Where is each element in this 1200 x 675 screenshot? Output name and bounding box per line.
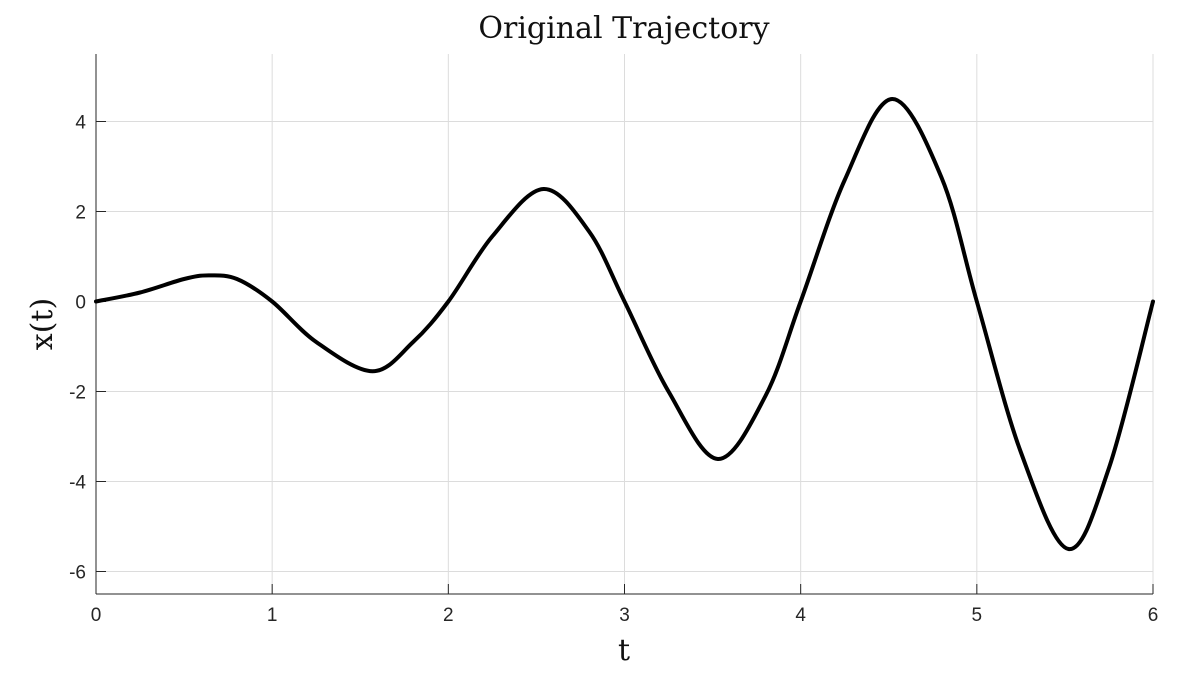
x-tick-label: 5 (972, 605, 983, 626)
chart-title: Original Trajectory (478, 11, 769, 46)
y-tick-label: -4 (69, 473, 86, 494)
series-line (94, 96, 1155, 551)
y-axis-label: x(t) (25, 298, 60, 350)
x-tick-label: 0 (91, 605, 102, 626)
x-tick-label: 1 (267, 605, 278, 626)
ticks: 0 1 2 3 4 5 6 -6 -4 -2 0 2 4 (69, 113, 1158, 627)
series (94, 96, 1155, 551)
x-tick-label: 3 (619, 605, 630, 626)
y-tick-label: 0 (75, 293, 86, 314)
x-tick-label: 6 (1148, 605, 1159, 626)
y-tick-label: -6 (69, 563, 86, 584)
x-tick-label: 2 (443, 605, 454, 626)
x-axis-label: t (618, 633, 630, 668)
y-tick-label: -2 (69, 383, 86, 404)
grid (95, 54, 1154, 594)
y-tick-label: 4 (75, 113, 86, 134)
x-tick-label: 4 (795, 605, 806, 626)
y-tick-label: 2 (75, 203, 86, 224)
